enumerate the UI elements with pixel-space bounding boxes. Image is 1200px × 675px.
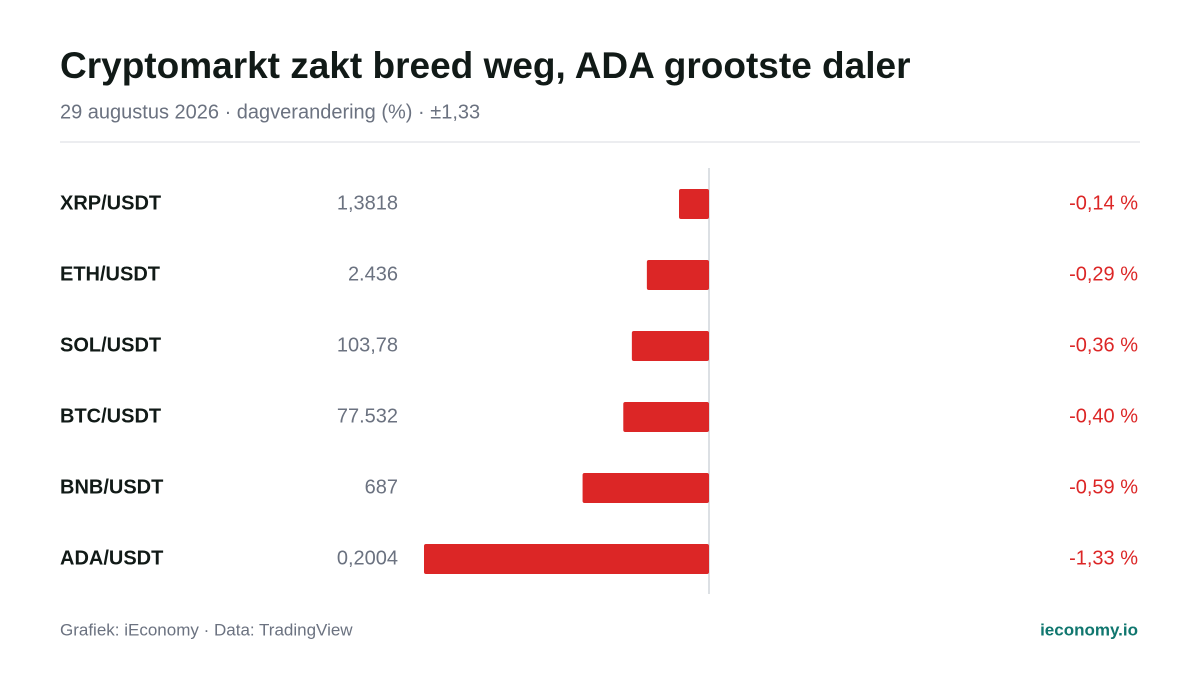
price-label: 103,78 — [337, 334, 398, 356]
bar — [582, 473, 709, 503]
bar — [631, 331, 709, 361]
bar — [679, 189, 709, 219]
value-label: -0,14 % — [1069, 192, 1138, 214]
category-label: ETH/USDT — [60, 263, 160, 285]
category-label: XRP/USDT — [60, 192, 161, 214]
value-label: -0,29 % — [1069, 263, 1138, 285]
source: Grafiek: iEconomy · Data: TradingView — [60, 620, 353, 639]
brand: ieconomy.io — [1040, 620, 1138, 639]
chart-subtitle: 29 augustus 2026 · dagverandering (%) · … — [60, 101, 480, 123]
category-label: BTC/USDT — [60, 405, 161, 427]
category-label: BNB/USDT — [60, 476, 163, 498]
bar — [623, 402, 709, 432]
price-label: 687 — [365, 476, 398, 498]
value-label: -0,36 % — [1069, 334, 1138, 356]
price-label: 0,2004 — [337, 547, 398, 569]
bar — [646, 260, 709, 290]
chart-title: Cryptomarkt zakt breed weg, ADA grootste… — [60, 45, 911, 86]
value-label: -0,40 % — [1069, 405, 1138, 427]
price-label: 2.436 — [348, 263, 398, 285]
category-label: SOL/USDT — [60, 334, 161, 356]
value-label: -1,33 % — [1069, 547, 1138, 569]
bar — [424, 544, 709, 574]
category-label: ADA/USDT — [60, 547, 163, 569]
price-label: 1,3818 — [337, 192, 398, 214]
price-label: 77.532 — [337, 405, 398, 427]
value-label: -0,59 % — [1069, 476, 1138, 498]
